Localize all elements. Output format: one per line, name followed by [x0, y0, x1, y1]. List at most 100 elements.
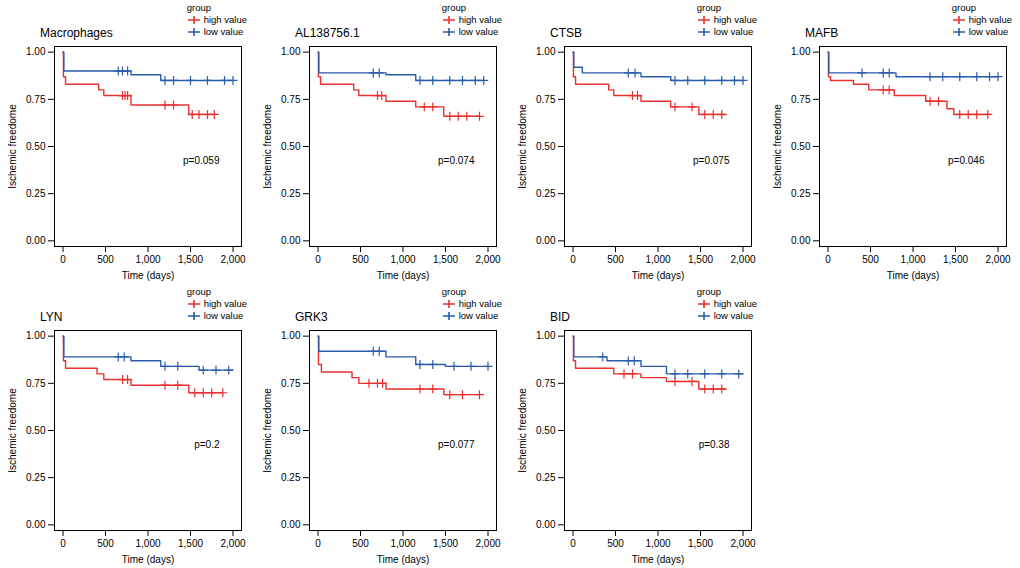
- svg-text:0.25: 0.25: [26, 472, 46, 483]
- svg-text:0.50: 0.50: [536, 141, 556, 152]
- svg-text:0: 0: [60, 538, 66, 549]
- svg-text:0: 0: [570, 538, 576, 549]
- svg-text:p=0.38: p=0.38: [699, 439, 730, 450]
- svg-text:Ischemic freedome: Ischemic freedome: [7, 104, 18, 189]
- svg-text:p=0.059: p=0.059: [183, 155, 220, 166]
- svg-text:Time (days): Time (days): [122, 554, 174, 565]
- svg-text:p=0.077: p=0.077: [438, 439, 475, 450]
- svg-text:0: 0: [315, 538, 321, 549]
- html-text:LYN: LYN: [40, 310, 63, 324]
- svg-text:0.00: 0.00: [536, 519, 556, 530]
- svg-text:1,500: 1,500: [433, 538, 458, 549]
- svg-text:2,000: 2,000: [475, 538, 500, 549]
- svg-text:Ischemic freedome: Ischemic freedome: [772, 104, 783, 189]
- svg-text:Time (days): Time (days): [887, 270, 939, 281]
- svg-text:500: 500: [97, 538, 114, 549]
- svg-text:2,000: 2,000: [985, 254, 1010, 265]
- html-text:CTSB: CTSB: [550, 26, 582, 40]
- html-text:BID: BID: [550, 310, 570, 324]
- svg-text:1,500: 1,500: [688, 538, 713, 549]
- svg-text:1,500: 1,500: [943, 254, 968, 265]
- svg-text:1,500: 1,500: [178, 254, 203, 265]
- svg-text:1.00: 1.00: [791, 46, 811, 57]
- svg-text:0.00: 0.00: [26, 519, 46, 530]
- svg-text:Time (days): Time (days): [632, 554, 684, 565]
- svg-text:Ischemic freedome: Ischemic freedome: [517, 388, 528, 473]
- svg-text:Time (days): Time (days): [122, 270, 174, 281]
- svg-text:p=0.046: p=0.046: [948, 155, 985, 166]
- html-text:GRK3: GRK3: [295, 310, 328, 324]
- svg-text:500: 500: [862, 254, 879, 265]
- svg-text:1,000: 1,000: [135, 254, 160, 265]
- svg-text:0.00: 0.00: [281, 519, 301, 530]
- svg-text:500: 500: [607, 538, 624, 549]
- svg-text:Time (days): Time (days): [632, 270, 684, 281]
- svg-text:0.00: 0.00: [281, 235, 301, 246]
- svg-text:0.25: 0.25: [536, 472, 556, 483]
- svg-text:500: 500: [352, 538, 369, 549]
- svg-text:1.00: 1.00: [26, 46, 46, 57]
- svg-text:1,000: 1,000: [900, 254, 925, 265]
- svg-text:2,000: 2,000: [220, 254, 245, 265]
- svg-text:Ischemic freedome: Ischemic freedome: [7, 388, 18, 473]
- svg-text:0: 0: [570, 254, 576, 265]
- svg-text:Time (days): Time (days): [377, 554, 429, 565]
- svg-text:0.50: 0.50: [26, 141, 46, 152]
- svg-text:500: 500: [607, 254, 624, 265]
- svg-text:1,500: 1,500: [178, 538, 203, 549]
- svg-text:0.00: 0.00: [791, 235, 811, 246]
- svg-text:500: 500: [352, 254, 369, 265]
- svg-text:0.25: 0.25: [536, 188, 556, 199]
- svg-text:0.75: 0.75: [536, 378, 556, 389]
- svg-text:1.00: 1.00: [26, 330, 46, 341]
- html-text:high value: high value: [203, 14, 247, 25]
- html-text:Macrophages: Macrophages: [40, 26, 113, 40]
- svg-text:p=0.2: p=0.2: [194, 439, 220, 450]
- svg-text:0.25: 0.25: [26, 188, 46, 199]
- svg-text:0.50: 0.50: [281, 141, 301, 152]
- svg-text:1,000: 1,000: [390, 254, 415, 265]
- svg-text:0.75: 0.75: [26, 94, 46, 105]
- html-text:AL138756.1: AL138756.1: [295, 26, 360, 40]
- svg-text:Ischemic freedome: Ischemic freedome: [262, 104, 273, 189]
- svg-text:Ischemic freedome: Ischemic freedome: [517, 104, 528, 189]
- svg-text:1,000: 1,000: [135, 538, 160, 549]
- svg-text:500: 500: [97, 254, 114, 265]
- svg-text:2,000: 2,000: [730, 254, 755, 265]
- svg-text:0.00: 0.00: [536, 235, 556, 246]
- svg-text:0.50: 0.50: [281, 425, 301, 436]
- svg-text:1,000: 1,000: [390, 538, 415, 549]
- svg-text:0.75: 0.75: [536, 94, 556, 105]
- svg-text:Time (days): Time (days): [377, 270, 429, 281]
- svg-text:1.00: 1.00: [281, 46, 301, 57]
- svg-text:1,000: 1,000: [645, 254, 670, 265]
- svg-text:0.50: 0.50: [791, 141, 811, 152]
- svg-text:p=0.074: p=0.074: [438, 155, 475, 166]
- svg-text:0.50: 0.50: [26, 425, 46, 436]
- svg-text:1,500: 1,500: [688, 254, 713, 265]
- svg-text:0.75: 0.75: [281, 378, 301, 389]
- svg-text:0.25: 0.25: [281, 472, 301, 483]
- svg-text:0.50: 0.50: [536, 425, 556, 436]
- svg-text:0.75: 0.75: [26, 378, 46, 389]
- svg-text:0.00: 0.00: [26, 235, 46, 246]
- svg-text:1.00: 1.00: [536, 46, 556, 57]
- svg-text:2,000: 2,000: [475, 254, 500, 265]
- svg-text:p=0.075: p=0.075: [693, 155, 730, 166]
- svg-text:0.75: 0.75: [281, 94, 301, 105]
- svg-text:1.00: 1.00: [536, 330, 556, 341]
- svg-text:0: 0: [60, 254, 66, 265]
- svg-text:2,000: 2,000: [730, 538, 755, 549]
- svg-text:2,000: 2,000: [220, 538, 245, 549]
- svg-text:Ischemic freedome: Ischemic freedome: [262, 388, 273, 473]
- html-text:MAFB: MAFB: [805, 26, 839, 40]
- svg-text:0.75: 0.75: [791, 94, 811, 105]
- html-text:group: group: [186, 2, 211, 13]
- svg-text:1,000: 1,000: [645, 538, 670, 549]
- svg-text:1,500: 1,500: [433, 254, 458, 265]
- svg-text:0.25: 0.25: [791, 188, 811, 199]
- svg-text:1.00: 1.00: [281, 330, 301, 341]
- svg-text:0: 0: [825, 254, 831, 265]
- svg-text:0: 0: [315, 254, 321, 265]
- svg-text:0.25: 0.25: [281, 188, 301, 199]
